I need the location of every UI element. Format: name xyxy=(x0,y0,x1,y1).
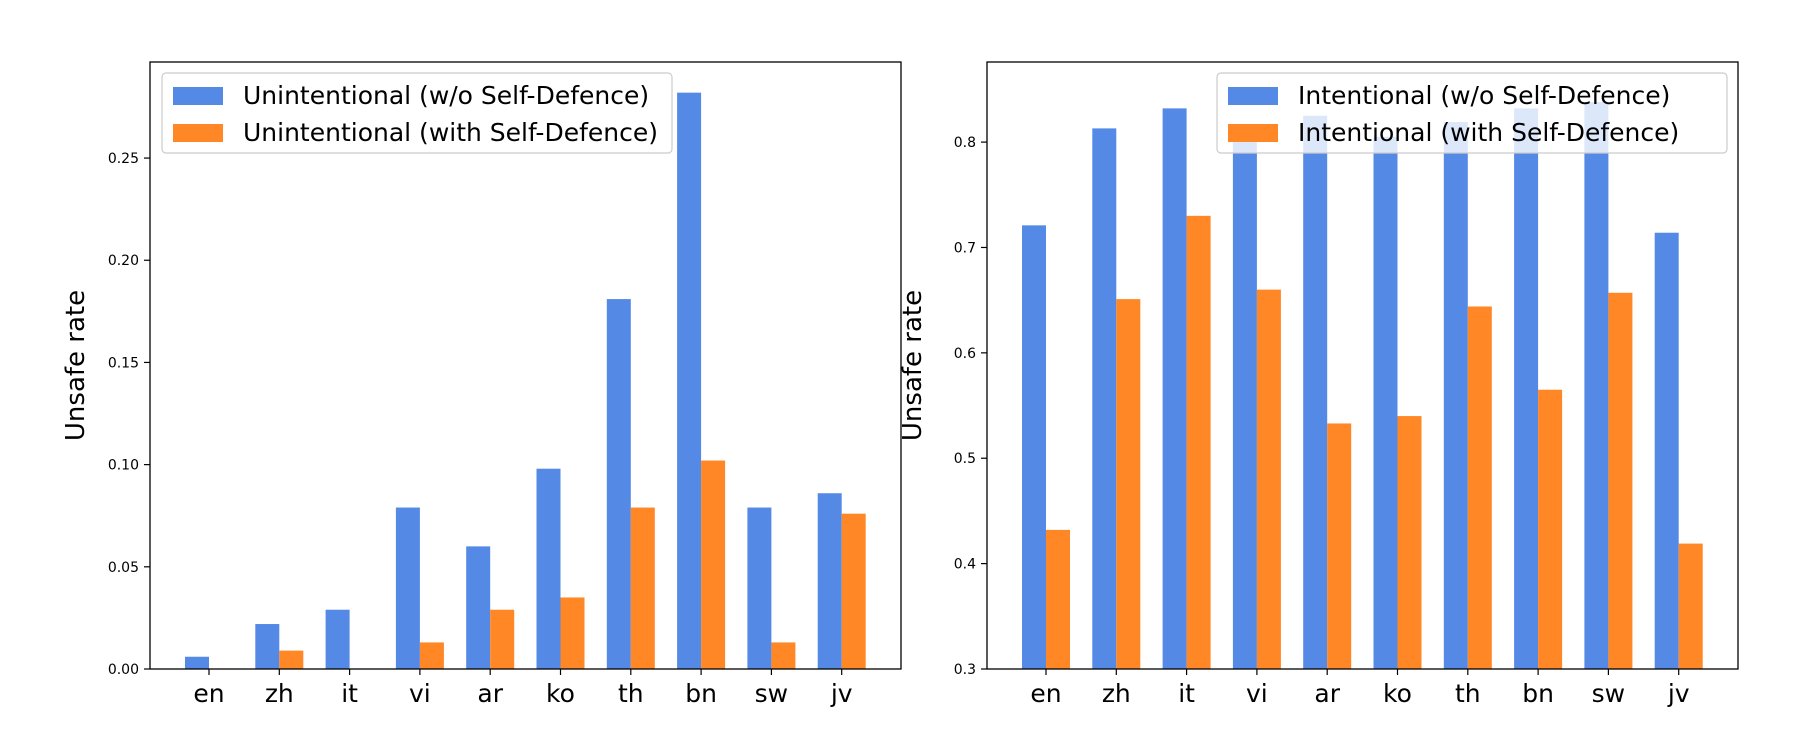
bar-without-self-defence-bn xyxy=(1514,108,1539,670)
bar-with-self-defence-sw xyxy=(1608,292,1633,669)
x-tick-label: it xyxy=(341,679,358,708)
bar-with-self-defence-bn xyxy=(701,460,726,669)
bar-with-self-defence-ko xyxy=(560,597,585,669)
legend-swatch xyxy=(1228,124,1278,142)
bar-without-self-defence-zh xyxy=(255,624,280,669)
x-tick-label: vi xyxy=(1246,679,1268,708)
bar-without-self-defence-sw xyxy=(747,507,772,669)
bar-without-self-defence-th xyxy=(606,299,631,669)
bar-with-self-defence-vi xyxy=(419,642,444,669)
legend-label: Unintentional (w/o Self-Defence) xyxy=(243,81,649,110)
x-tick-label: en xyxy=(1030,679,1061,708)
x-tick-label: ko xyxy=(1383,679,1412,708)
legend-swatch xyxy=(173,124,223,142)
x-tick-label: sw xyxy=(755,679,788,708)
bar-without-self-defence-jv xyxy=(817,493,842,669)
bar-with-self-defence-jv xyxy=(1678,543,1703,669)
bar-without-self-defence-zh xyxy=(1092,128,1117,669)
bar-with-self-defence-vi xyxy=(1256,289,1281,669)
bar-without-self-defence-th xyxy=(1443,122,1468,670)
y-tick-label: 0.15 xyxy=(108,355,139,371)
bar-without-self-defence-sw xyxy=(1584,102,1609,669)
legend-label: Unintentional (with Self-Defence) xyxy=(243,118,658,147)
x-tick-label: bn xyxy=(685,679,717,708)
legend-box xyxy=(161,72,673,154)
bar-with-self-defence-th xyxy=(630,507,655,669)
x-tick-label: zh xyxy=(265,679,294,708)
x-tick-label: jv xyxy=(1667,679,1690,708)
bar-with-self-defence-ar xyxy=(1327,423,1352,669)
bar-without-self-defence-en xyxy=(185,656,209,669)
y-tick-label: 0.5 xyxy=(954,451,976,467)
bar-without-self-defence-ar xyxy=(1303,115,1328,669)
y-tick-label: 0.25 xyxy=(108,151,139,167)
bar-with-self-defence-ar xyxy=(490,609,515,669)
y-tick-label: 0.3 xyxy=(954,662,976,678)
x-tick-label: sw xyxy=(1592,679,1625,708)
x-tick-label: th xyxy=(1455,679,1481,708)
x-tick-label: en xyxy=(193,679,224,708)
x-tick-label: th xyxy=(618,679,644,708)
legend-swatch xyxy=(173,87,223,105)
bar-with-self-defence-ko xyxy=(1397,416,1422,669)
x-tick-label: zh xyxy=(1102,679,1131,708)
legend: Intentional (w/o Self-Defence) Intentiona… xyxy=(1216,72,1728,154)
bar-with-self-defence-sw xyxy=(771,642,796,669)
legend-label: Intentional (w/o Self-Defence) xyxy=(1298,81,1670,110)
bar-with-self-defence-it xyxy=(1186,215,1211,669)
intentional-chart-panel: 0.3 0.4 0.5 0.6 0.7 0.8 en zh it vi ar ko th bn sw jv Un… xyxy=(898,61,1739,708)
legend-swatch xyxy=(1228,87,1278,105)
bar-with-self-defence-bn xyxy=(1538,389,1563,669)
y-tick-label: 0.7 xyxy=(954,240,976,256)
bar-without-self-defence-ar xyxy=(466,546,491,669)
x-tick-label: it xyxy=(1178,679,1195,708)
y-tick-label: 0.05 xyxy=(108,560,139,576)
y-axis-label: Unsafe rate xyxy=(898,290,928,441)
bar-with-self-defence-zh xyxy=(1116,299,1141,669)
legend-box xyxy=(1216,72,1728,154)
y-tick-label: 0.6 xyxy=(954,346,976,362)
bar-without-self-defence-en xyxy=(1022,225,1046,669)
y-tick-label: 0.20 xyxy=(108,253,139,269)
y-tick-label: 0.8 xyxy=(954,135,976,151)
legend: Unintentional (w/o Self-Defence) Unintent… xyxy=(161,72,673,154)
bar-with-self-defence-jv xyxy=(841,513,866,669)
bar-without-self-defence-ko xyxy=(1373,136,1398,670)
bar-without-self-defence-ko xyxy=(536,468,561,669)
x-tick-label: ko xyxy=(546,679,575,708)
bar-with-self-defence-th xyxy=(1467,306,1492,669)
bar-without-self-defence-jv xyxy=(1654,232,1679,669)
y-tick-label: 0.10 xyxy=(108,458,139,474)
x-tick-label: vi xyxy=(409,679,431,708)
y-axis-label: Unsafe rate xyxy=(61,290,91,441)
bar-with-self-defence-en xyxy=(1046,529,1070,669)
bar-with-self-defence-zh xyxy=(279,650,304,669)
x-tick-label: ar xyxy=(477,679,503,708)
x-tick-label: jv xyxy=(830,679,853,708)
bar-without-self-defence-vi xyxy=(1232,128,1257,669)
unintentional-chart-panel: 0.00 0.05 0.10 0.15 0.20 0.25 en zh it vi ar ko th bn… xyxy=(61,61,902,708)
plot-frame xyxy=(986,61,1739,670)
y-tick-label: 0.00 xyxy=(108,662,139,678)
plot-frame xyxy=(149,61,902,670)
bar-without-self-defence-bn xyxy=(677,92,702,670)
bar-without-self-defence-it xyxy=(325,609,350,669)
x-tick-label: ar xyxy=(1314,679,1340,708)
y-tick-label: 0.4 xyxy=(954,557,976,573)
legend-label: Intentional (with Self-Defence) xyxy=(1298,118,1679,147)
bar-without-self-defence-vi xyxy=(395,507,420,669)
x-tick-label: bn xyxy=(1522,679,1554,708)
bar-without-self-defence-it xyxy=(1162,108,1187,670)
